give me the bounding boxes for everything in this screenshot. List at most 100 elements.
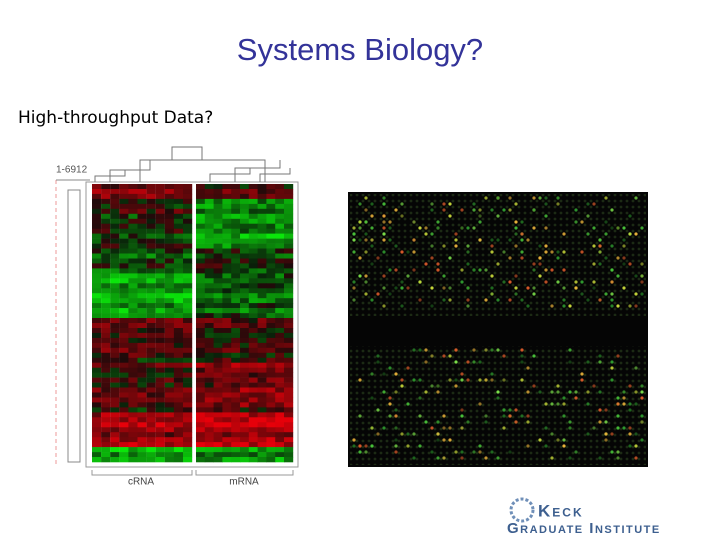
heatmap-cell — [128, 283, 138, 289]
heatmap-cell — [183, 253, 193, 259]
heatmap-cell — [183, 233, 193, 239]
heatmap-cell — [183, 332, 193, 339]
heatmap-cell — [101, 253, 111, 259]
heatmap-cell — [275, 407, 285, 413]
heatmap-cell — [128, 248, 138, 254]
array-spot — [502, 414, 506, 418]
heatmap-cell — [173, 248, 184, 254]
heatmap-cell — [284, 193, 294, 200]
heatmap-cell — [101, 283, 111, 289]
heatmap — [92, 184, 294, 463]
array-spot — [592, 384, 596, 388]
heatmap-cell — [101, 457, 111, 463]
heatmap-cell — [183, 387, 193, 393]
heatmap-cell — [101, 248, 111, 254]
heatmap-cell — [101, 263, 111, 269]
heatmap-cell — [128, 362, 138, 368]
heatmap-cell — [204, 387, 214, 393]
array-spot — [448, 298, 452, 302]
heatmap-cell — [213, 347, 223, 354]
heatmap-cell — [231, 447, 241, 453]
array-spot — [544, 444, 548, 448]
heatmap-cell — [257, 367, 267, 373]
heatmap-cell — [275, 213, 285, 220]
array-spot — [370, 444, 374, 448]
heatmap-cell — [266, 417, 276, 423]
array-spot — [598, 244, 602, 248]
heatmap-cell — [92, 437, 102, 443]
array-spot — [520, 360, 524, 364]
array-spot — [610, 450, 614, 454]
heatmap-cell — [240, 427, 250, 433]
heatmap-cell — [196, 392, 206, 398]
heatmap-cell — [213, 228, 223, 234]
heatmap-cell — [275, 332, 285, 339]
heatmap-cell — [284, 377, 294, 383]
heatmap-cell — [204, 417, 214, 423]
heatmap-cell — [155, 397, 165, 403]
heatmap-cell — [213, 342, 223, 349]
array-spot — [400, 280, 404, 284]
heatmap-cell — [196, 367, 206, 373]
heatmap-cell — [137, 432, 147, 438]
heatmap-cell — [146, 402, 156, 408]
array-spot — [370, 238, 374, 242]
heatmap-cell — [128, 313, 138, 319]
heatmap-cell — [101, 203, 111, 210]
heatmap-cell — [196, 432, 206, 438]
heatmap-cell — [137, 258, 147, 264]
heatmap-cell — [275, 268, 285, 274]
heatmap-cell — [284, 372, 294, 378]
array-spot — [376, 432, 380, 436]
heatmap-cell — [222, 283, 232, 289]
heatmap-cell — [213, 273, 223, 279]
heatmap-cell — [128, 268, 138, 274]
heatmap-cell — [266, 387, 276, 393]
heatmap-cell — [146, 332, 156, 339]
heatmap-cell — [248, 422, 258, 428]
heatmap-cell — [146, 442, 156, 448]
heatmap-cell — [231, 323, 241, 329]
heatmap-cell — [240, 218, 250, 225]
array-spot — [502, 354, 506, 358]
heatmap-cell — [173, 447, 184, 453]
heatmap-cell — [204, 382, 214, 388]
heatmap-cell — [240, 412, 250, 418]
heatmap-cell — [146, 233, 156, 239]
heatmap-cell — [92, 337, 102, 344]
array-spot — [382, 232, 386, 236]
heatmap-cell — [137, 332, 147, 339]
array-spot — [424, 226, 428, 230]
heatmap-cell — [231, 308, 241, 314]
heatmap-cell — [119, 208, 129, 215]
heatmap-cell — [257, 318, 267, 324]
heatmap-cell — [101, 208, 111, 215]
heatmap-cell — [110, 347, 120, 354]
heatmap-cell — [248, 273, 258, 279]
array-spot — [562, 438, 566, 442]
heatmap-cell — [222, 337, 232, 344]
heatmap-cell — [173, 308, 184, 314]
heatmap-cell — [222, 233, 232, 239]
heatmap-cell — [213, 417, 223, 423]
heatmap-cell — [248, 412, 258, 418]
heatmap-cell — [128, 442, 138, 448]
heatmap-cell — [231, 184, 241, 190]
heatmap-cell — [164, 193, 174, 200]
heatmap-cell — [257, 402, 267, 408]
heatmap-cell — [222, 457, 232, 463]
array-spot — [556, 384, 560, 388]
array-spot — [532, 384, 536, 388]
dendrogram — [94, 146, 291, 182]
heatmap-cell — [257, 223, 267, 229]
heatmap-cell — [284, 288, 294, 294]
heatmap-cell — [204, 278, 214, 284]
heatmap-cell — [146, 243, 156, 249]
heatmap-cell — [248, 397, 258, 403]
heatmap-cell — [213, 377, 223, 383]
heatmap-cell — [240, 228, 250, 234]
array-spot — [442, 456, 446, 460]
array-spot — [352, 286, 356, 290]
heatmap-cell — [196, 208, 206, 215]
heatmap-cell — [248, 268, 258, 274]
